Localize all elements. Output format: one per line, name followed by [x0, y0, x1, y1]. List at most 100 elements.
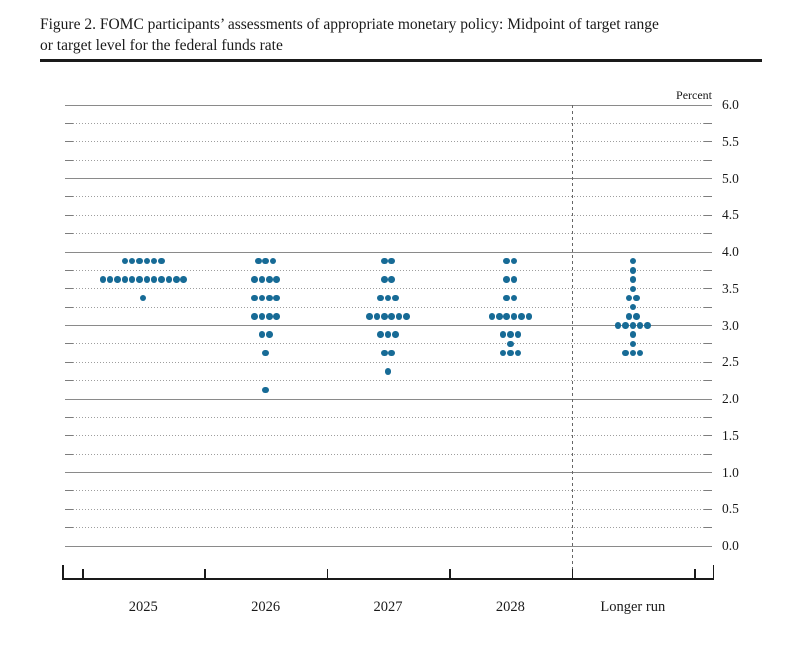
projection-dot — [258, 313, 266, 320]
y-tick-right — [704, 233, 712, 235]
projection-dot — [629, 322, 637, 329]
projection-dot — [143, 257, 151, 265]
gridline-0.75 — [73, 490, 704, 492]
y-tick-right — [704, 141, 712, 143]
projection-dot — [258, 331, 266, 338]
gridline-2.50 — [73, 361, 704, 363]
y-axis-label: 6.0 — [722, 97, 739, 112]
projection-dot — [381, 257, 388, 265]
projection-dot — [150, 257, 158, 265]
gridline-4.75 — [73, 196, 704, 198]
gridline-1.25 — [73, 453, 704, 455]
projection-dot — [114, 276, 121, 283]
percent-axis-label: Percent — [676, 88, 712, 102]
y-axis-label: 2.0 — [722, 391, 739, 406]
y-tick-right — [704, 269, 712, 271]
y-tick-right — [704, 343, 712, 345]
projection-dot — [262, 386, 269, 394]
y-tick-left — [65, 122, 73, 124]
projection-dot — [510, 257, 518, 265]
projection-dot — [622, 322, 629, 329]
projection-dot — [255, 257, 262, 265]
projection-dot — [629, 303, 637, 311]
projection-dot — [273, 276, 280, 283]
projection-dot — [503, 313, 510, 320]
y-tick-left — [65, 141, 73, 143]
y-tick-right — [704, 435, 712, 437]
y-tick-right — [704, 361, 712, 363]
projection-dot — [373, 313, 381, 320]
projection-dot — [514, 331, 521, 338]
projection-dot — [633, 294, 640, 302]
projection-dot — [266, 294, 273, 302]
projection-dot — [173, 276, 180, 283]
x-axis-tick — [204, 569, 206, 578]
y-tick-left — [65, 306, 73, 308]
projection-dot — [121, 257, 129, 265]
y-tick-left — [65, 453, 73, 455]
projection-dot — [514, 349, 521, 357]
y-axis-label: 4.5 — [722, 207, 739, 223]
projection-dot — [388, 257, 395, 265]
projection-dot — [269, 257, 277, 265]
projection-dot — [499, 331, 507, 338]
x-axis-tick — [571, 569, 574, 578]
longer-run-divider — [571, 105, 573, 578]
x-axis — [62, 578, 714, 580]
gridline-0.00 — [65, 545, 712, 547]
y-tick-left — [65, 416, 73, 418]
y-tick-left — [65, 196, 73, 198]
projection-dot — [377, 294, 384, 302]
projection-dot — [525, 313, 533, 320]
projection-dot — [392, 294, 399, 302]
projection-dot — [381, 313, 388, 320]
y-tick-right — [704, 159, 712, 161]
projection-dot — [180, 276, 187, 283]
projection-dot — [629, 267, 637, 274]
x-axis-label: 2027 — [373, 599, 403, 615]
projection-dot — [258, 294, 266, 302]
y-tick-right — [704, 490, 712, 492]
projection-dot — [625, 294, 633, 302]
projection-dot — [136, 257, 143, 265]
gridline-0.50 — [73, 508, 704, 510]
y-axis-label: 3.0 — [722, 317, 739, 333]
x-axis-label: 2028 — [495, 599, 525, 615]
y-axis-label: 1.5 — [722, 427, 739, 443]
x-axis-endcap — [712, 565, 714, 578]
y-tick-right — [704, 527, 712, 529]
y-axis-label: 0.5 — [722, 501, 739, 517]
y-tick-right — [704, 453, 712, 455]
gridline-3.00 — [65, 325, 712, 326]
projection-dot — [165, 276, 173, 283]
projection-dot — [629, 285, 637, 292]
y-tick-left — [65, 380, 73, 382]
y-tick-left — [65, 361, 73, 363]
projection-dot — [251, 294, 258, 302]
projection-dot — [366, 313, 373, 320]
projection-dot — [636, 349, 644, 357]
figure-title-line1: Figure 2. FOMC participants’ assessments… — [40, 16, 659, 33]
projection-dot — [384, 331, 392, 338]
projection-dot — [403, 313, 410, 320]
projection-dot — [381, 349, 388, 357]
y-tick-right — [704, 306, 712, 308]
y-tick-left — [65, 159, 73, 161]
gridline-2.00 — [65, 398, 712, 400]
gridline-3.75 — [73, 269, 704, 271]
projection-dot — [496, 313, 503, 320]
gridline-5.25 — [73, 159, 704, 161]
projection-dot — [503, 294, 510, 302]
y-tick-right — [704, 196, 712, 198]
projection-dot — [510, 313, 518, 320]
projection-dot — [266, 276, 273, 283]
y-axis-label: 1.0 — [722, 464, 739, 480]
y-tick-left — [65, 343, 73, 345]
projection-dot — [614, 322, 622, 329]
projection-dot — [629, 257, 637, 265]
projection-dot — [262, 349, 269, 357]
gridline-3.50 — [73, 288, 704, 290]
projection-dot — [499, 349, 507, 357]
projection-dot — [128, 257, 136, 265]
